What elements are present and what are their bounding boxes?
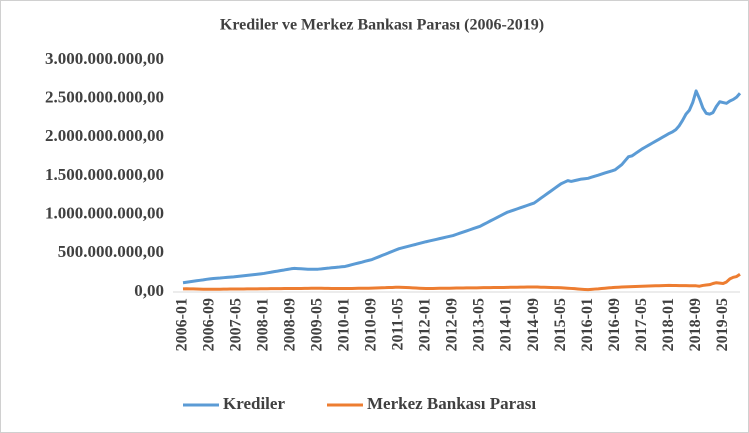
y-tick-label: 1.500.000.000,00 (45, 165, 164, 184)
x-tick-label: 2017-05 (633, 298, 650, 351)
x-tick-label: 2014-01 (498, 298, 515, 351)
y-tick-label: 500.000.000,00 (58, 242, 164, 261)
x-tick-label: 2010-01 (336, 298, 353, 351)
x-tick-label: 2016-09 (606, 298, 623, 351)
y-tick-label: 2.500.000.000,00 (45, 88, 164, 107)
x-tick-label: 2007-05 (228, 298, 245, 351)
x-tick-label: 2016-01 (579, 298, 596, 351)
x-tick-label: 2014-09 (525, 298, 542, 351)
x-tick-label: 2015-05 (552, 298, 569, 351)
y-tick-label: 1.000.000.000,00 (45, 204, 164, 223)
x-tick-label: 2009-05 (309, 298, 326, 351)
legend-label: Merkez Bankası Parası (367, 394, 536, 413)
x-tick-label: 2018-09 (687, 298, 704, 351)
x-tick-label: 2010-09 (363, 298, 380, 351)
series-line (182, 272, 741, 292)
chart-title: Krediler ve Merkez Bankası Parası (2006-… (220, 17, 544, 34)
x-tick-label: 2012-01 (417, 298, 434, 351)
legend-label: Krediler (223, 394, 285, 413)
x-tick-label: 2018-01 (660, 298, 677, 351)
x-tick-label: 2019-05 (714, 298, 731, 351)
x-tick-label: 2006-01 (174, 298, 191, 351)
x-tick-label: 2006-09 (201, 298, 218, 351)
x-tick-label: 2012-09 (444, 298, 461, 351)
x-tick-label: 2013-05 (471, 298, 488, 351)
y-tick-label: 0,00 (134, 281, 164, 300)
series-line (182, 89, 742, 285)
x-tick-label: 2008-09 (282, 298, 299, 351)
x-tick-label: 2011-05 (390, 298, 407, 350)
y-tick-label: 2.000.000.000,00 (45, 126, 164, 145)
x-tick-label: 2008-01 (255, 298, 272, 351)
y-tick-label: 3.000.000.000,00 (45, 49, 164, 68)
